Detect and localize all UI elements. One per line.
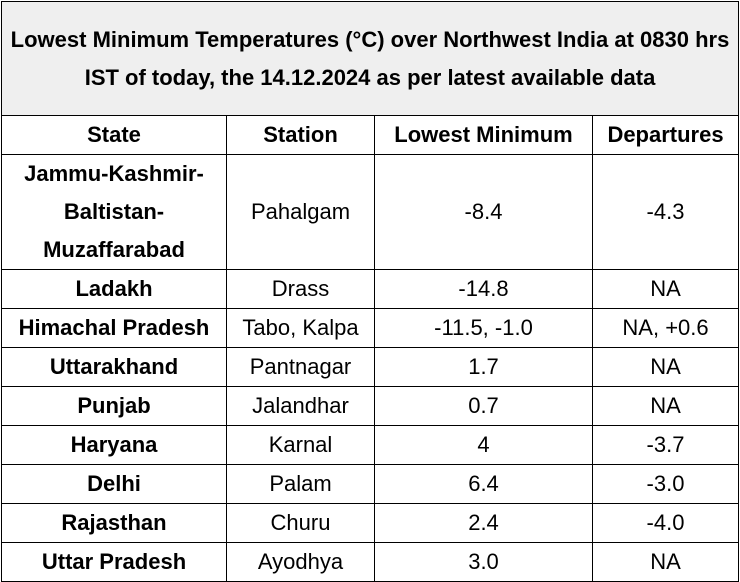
state-cell: Uttarakhand	[1, 347, 227, 387]
header-station: Station	[226, 115, 375, 155]
lowest-minimum-cell: -14.8	[374, 269, 593, 309]
lowest-minimum-cell: 3.0	[374, 542, 593, 582]
state-cell: Delhi	[1, 464, 227, 504]
station-cell: Ayodhya	[226, 542, 375, 582]
departure-cell: NA	[591, 542, 740, 582]
lowest-minimum-cell: 4	[374, 425, 593, 465]
table-row: Delhi Palam 6.4 -3.0	[1, 464, 740, 504]
table-title: Lowest Minimum Temperatures (°C) over No…	[0, 1, 740, 116]
departure-cell: -4.3	[591, 154, 740, 270]
lowest-minimum-cell: 2.4	[374, 503, 593, 543]
departure-cell: NA	[591, 269, 740, 309]
table-row: Punjab Jalandhar 0.7 NA	[1, 386, 740, 426]
table-row: Ladakh Drass -14.8 NA	[1, 269, 740, 309]
departure-cell: -3.0	[591, 464, 740, 504]
state-cell: Punjab	[1, 386, 227, 426]
station-cell: Karnal	[226, 425, 375, 465]
table-row: Haryana Karnal 4 -3.7	[1, 425, 740, 465]
station-cell: Palam	[226, 464, 375, 504]
departure-cell: NA	[591, 386, 740, 426]
table-row: Uttar Pradesh Ayodhya 3.0 NA	[1, 542, 740, 582]
departure-cell: -3.7	[591, 425, 740, 465]
lowest-minimum-cell: 0.7	[374, 386, 593, 426]
table-row: Rajasthan Churu 2.4 -4.0	[1, 503, 740, 543]
lowest-minimum-cell: -11.5, -1.0	[374, 308, 593, 348]
table-row: Uttarakhand Pantnagar 1.7 NA	[1, 347, 740, 387]
header-lowest-minimum: Lowest Minimum	[374, 115, 593, 155]
station-cell: Jalandhar	[226, 386, 375, 426]
station-cell: Churu	[226, 503, 375, 543]
state-cell: Ladakh	[1, 269, 227, 309]
state-cell: Haryana	[1, 425, 227, 465]
state-cell: Uttar Pradesh	[1, 542, 227, 582]
state-cell: Jammu-Kashmir-Baltistan-Muzaffarabad	[1, 154, 227, 270]
header-row: State Station Lowest Minimum Departures	[1, 115, 740, 155]
departure-cell: -4.0	[591, 503, 740, 543]
station-cell: Pahalgam	[226, 154, 375, 270]
header-departures: Departures	[591, 115, 740, 155]
station-cell: Tabo, Kalpa	[226, 308, 375, 348]
state-cell: Rajasthan	[1, 503, 227, 543]
header-state: State	[1, 115, 227, 155]
table-row: Jammu-Kashmir-Baltistan-Muzaffarabad Pah…	[1, 154, 740, 270]
lowest-minimum-cell: 1.7	[374, 347, 593, 387]
departure-cell: NA, +0.6	[591, 308, 740, 348]
station-cell: Pantnagar	[226, 347, 375, 387]
departure-cell: NA	[591, 347, 740, 387]
lowest-minimum-cell: -8.4	[374, 154, 593, 270]
station-cell: Drass	[226, 269, 375, 309]
table-row: Himachal Pradesh Tabo, Kalpa -11.5, -1.0…	[1, 308, 740, 348]
state-cell: Himachal Pradesh	[1, 308, 227, 348]
lowest-minimum-cell: 6.4	[374, 464, 593, 504]
